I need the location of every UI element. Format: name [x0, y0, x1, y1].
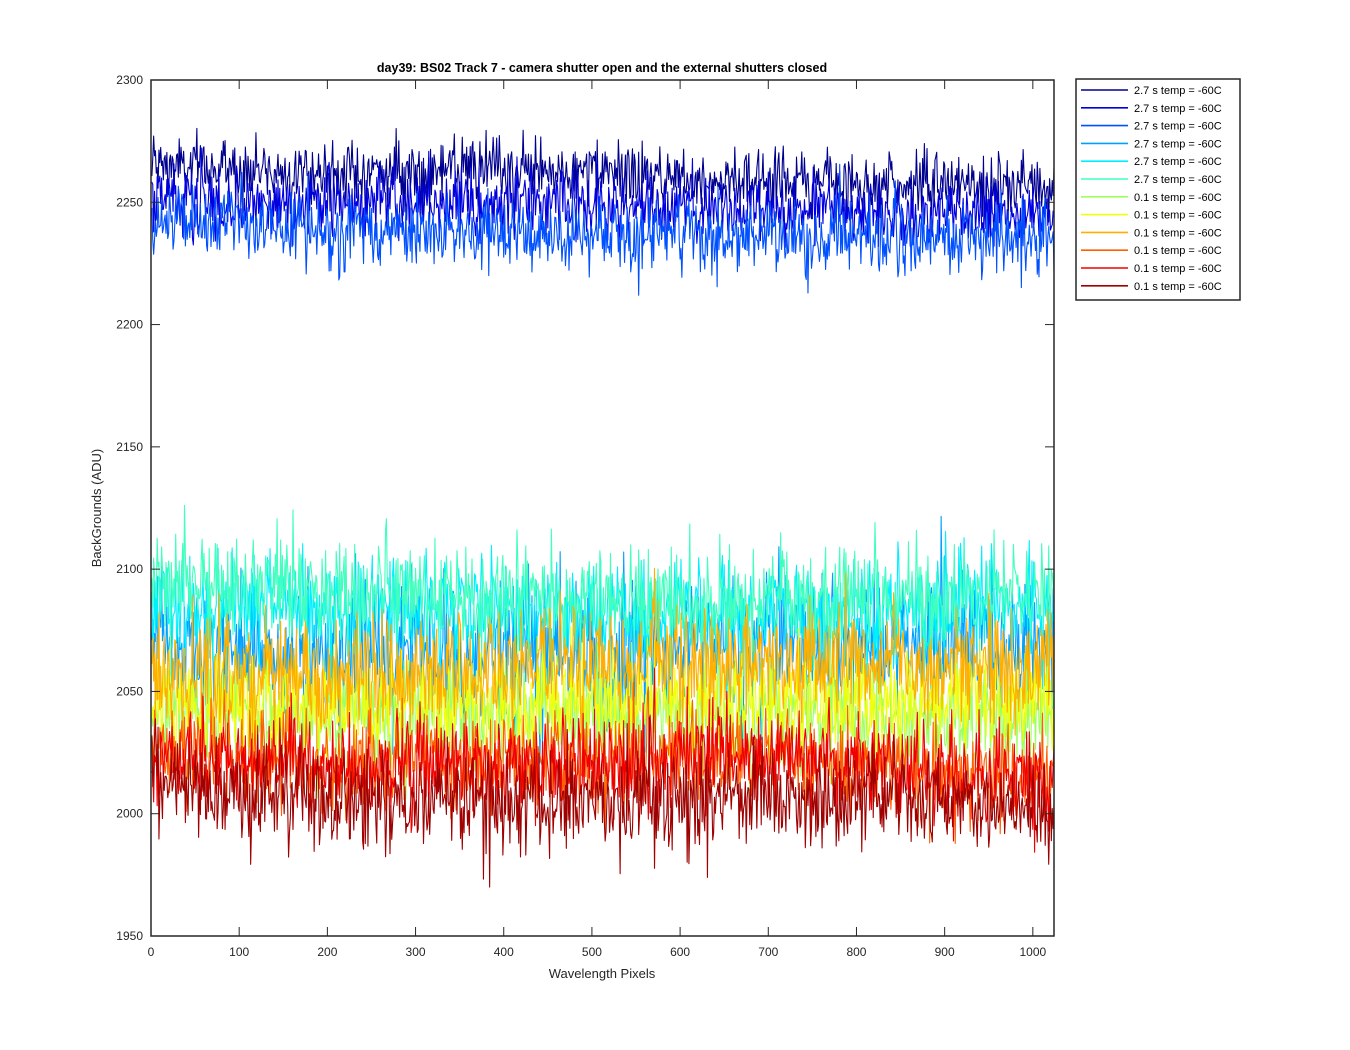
y-tick-label: 2050	[116, 684, 143, 698]
y-axis-label: BackGrounds (ADU)	[89, 449, 104, 567]
x-tick-label: 600	[670, 945, 690, 959]
legend-label: 0.1 s temp = -60C	[1134, 192, 1222, 204]
x-tick-label: 0	[148, 945, 155, 959]
plot-box	[150, 79, 1055, 937]
legend-label: 0.1 s temp = -60C	[1134, 210, 1222, 222]
y-tick-label: 2150	[116, 440, 143, 454]
y-tick-label: 1950	[116, 929, 143, 943]
legend-label: 0.1 s temp = -60C	[1134, 227, 1222, 239]
series-line-9	[151, 567, 1054, 759]
legend-box	[1075, 78, 1241, 301]
x-axis: 0 100 200 300 400 500 600 700 800 900 1000	[148, 80, 1047, 959]
x-tick-label: 700	[758, 945, 778, 959]
x-tick-label: 800	[846, 945, 866, 959]
series-line-12	[151, 716, 1054, 888]
series-layer	[151, 127, 1054, 888]
series-line-8	[151, 619, 1054, 778]
series-line-6	[151, 504, 1054, 692]
series-line-3	[151, 163, 1054, 296]
series-line-2	[151, 147, 1054, 251]
series-line-1	[151, 127, 1054, 225]
legend-label: 2.7 s temp = -60C	[1134, 156, 1222, 168]
legend-label: 2.7 s temp = -60C	[1134, 174, 1222, 186]
legend-label: 0.1 s temp = -60C	[1134, 281, 1222, 293]
legend-label: 2.7 s temp = -60C	[1134, 85, 1222, 97]
chart-title: day39: BS02 Track 7 - camera shutter ope…	[377, 61, 827, 75]
legend-label: 2.7 s temp = -60C	[1134, 138, 1222, 150]
legend: 2.7 s temp = -60C 2.7 s temp = -60C 2.7 s …	[1075, 78, 1241, 301]
x-axis-label: Wavelength Pixels	[549, 966, 656, 981]
legend-label: 0.1 s temp = -60C	[1134, 263, 1222, 275]
legend-label: 0.1 s temp = -60C	[1134, 245, 1222, 257]
x-tick-label: 300	[406, 945, 426, 959]
legend-label: 2.7 s temp = -60C	[1134, 103, 1222, 115]
y-tick-label: 2000	[116, 807, 143, 821]
series-lines	[151, 127, 1054, 888]
legend-label: 2.7 s temp = -60C	[1134, 121, 1222, 133]
x-tick-label: 1000	[1019, 945, 1046, 959]
y-tick-label: 2300	[116, 73, 143, 87]
x-tick-label: 200	[317, 945, 337, 959]
x-tick-label: 500	[582, 945, 602, 959]
x-tick-label: 100	[229, 945, 249, 959]
x-tick-label: 400	[494, 945, 514, 959]
x-tick-label: 900	[935, 945, 955, 959]
y-tick-label: 2100	[116, 562, 143, 576]
y-tick-label: 2250	[116, 195, 143, 209]
y-tick-label: 2200	[116, 318, 143, 332]
y-axis: 1950 2000 2050 2100 2150 2200 2250 2300	[116, 73, 1054, 943]
